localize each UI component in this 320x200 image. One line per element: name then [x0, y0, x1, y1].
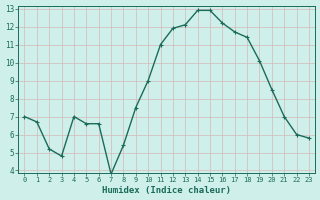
X-axis label: Humidex (Indice chaleur): Humidex (Indice chaleur): [102, 186, 231, 195]
